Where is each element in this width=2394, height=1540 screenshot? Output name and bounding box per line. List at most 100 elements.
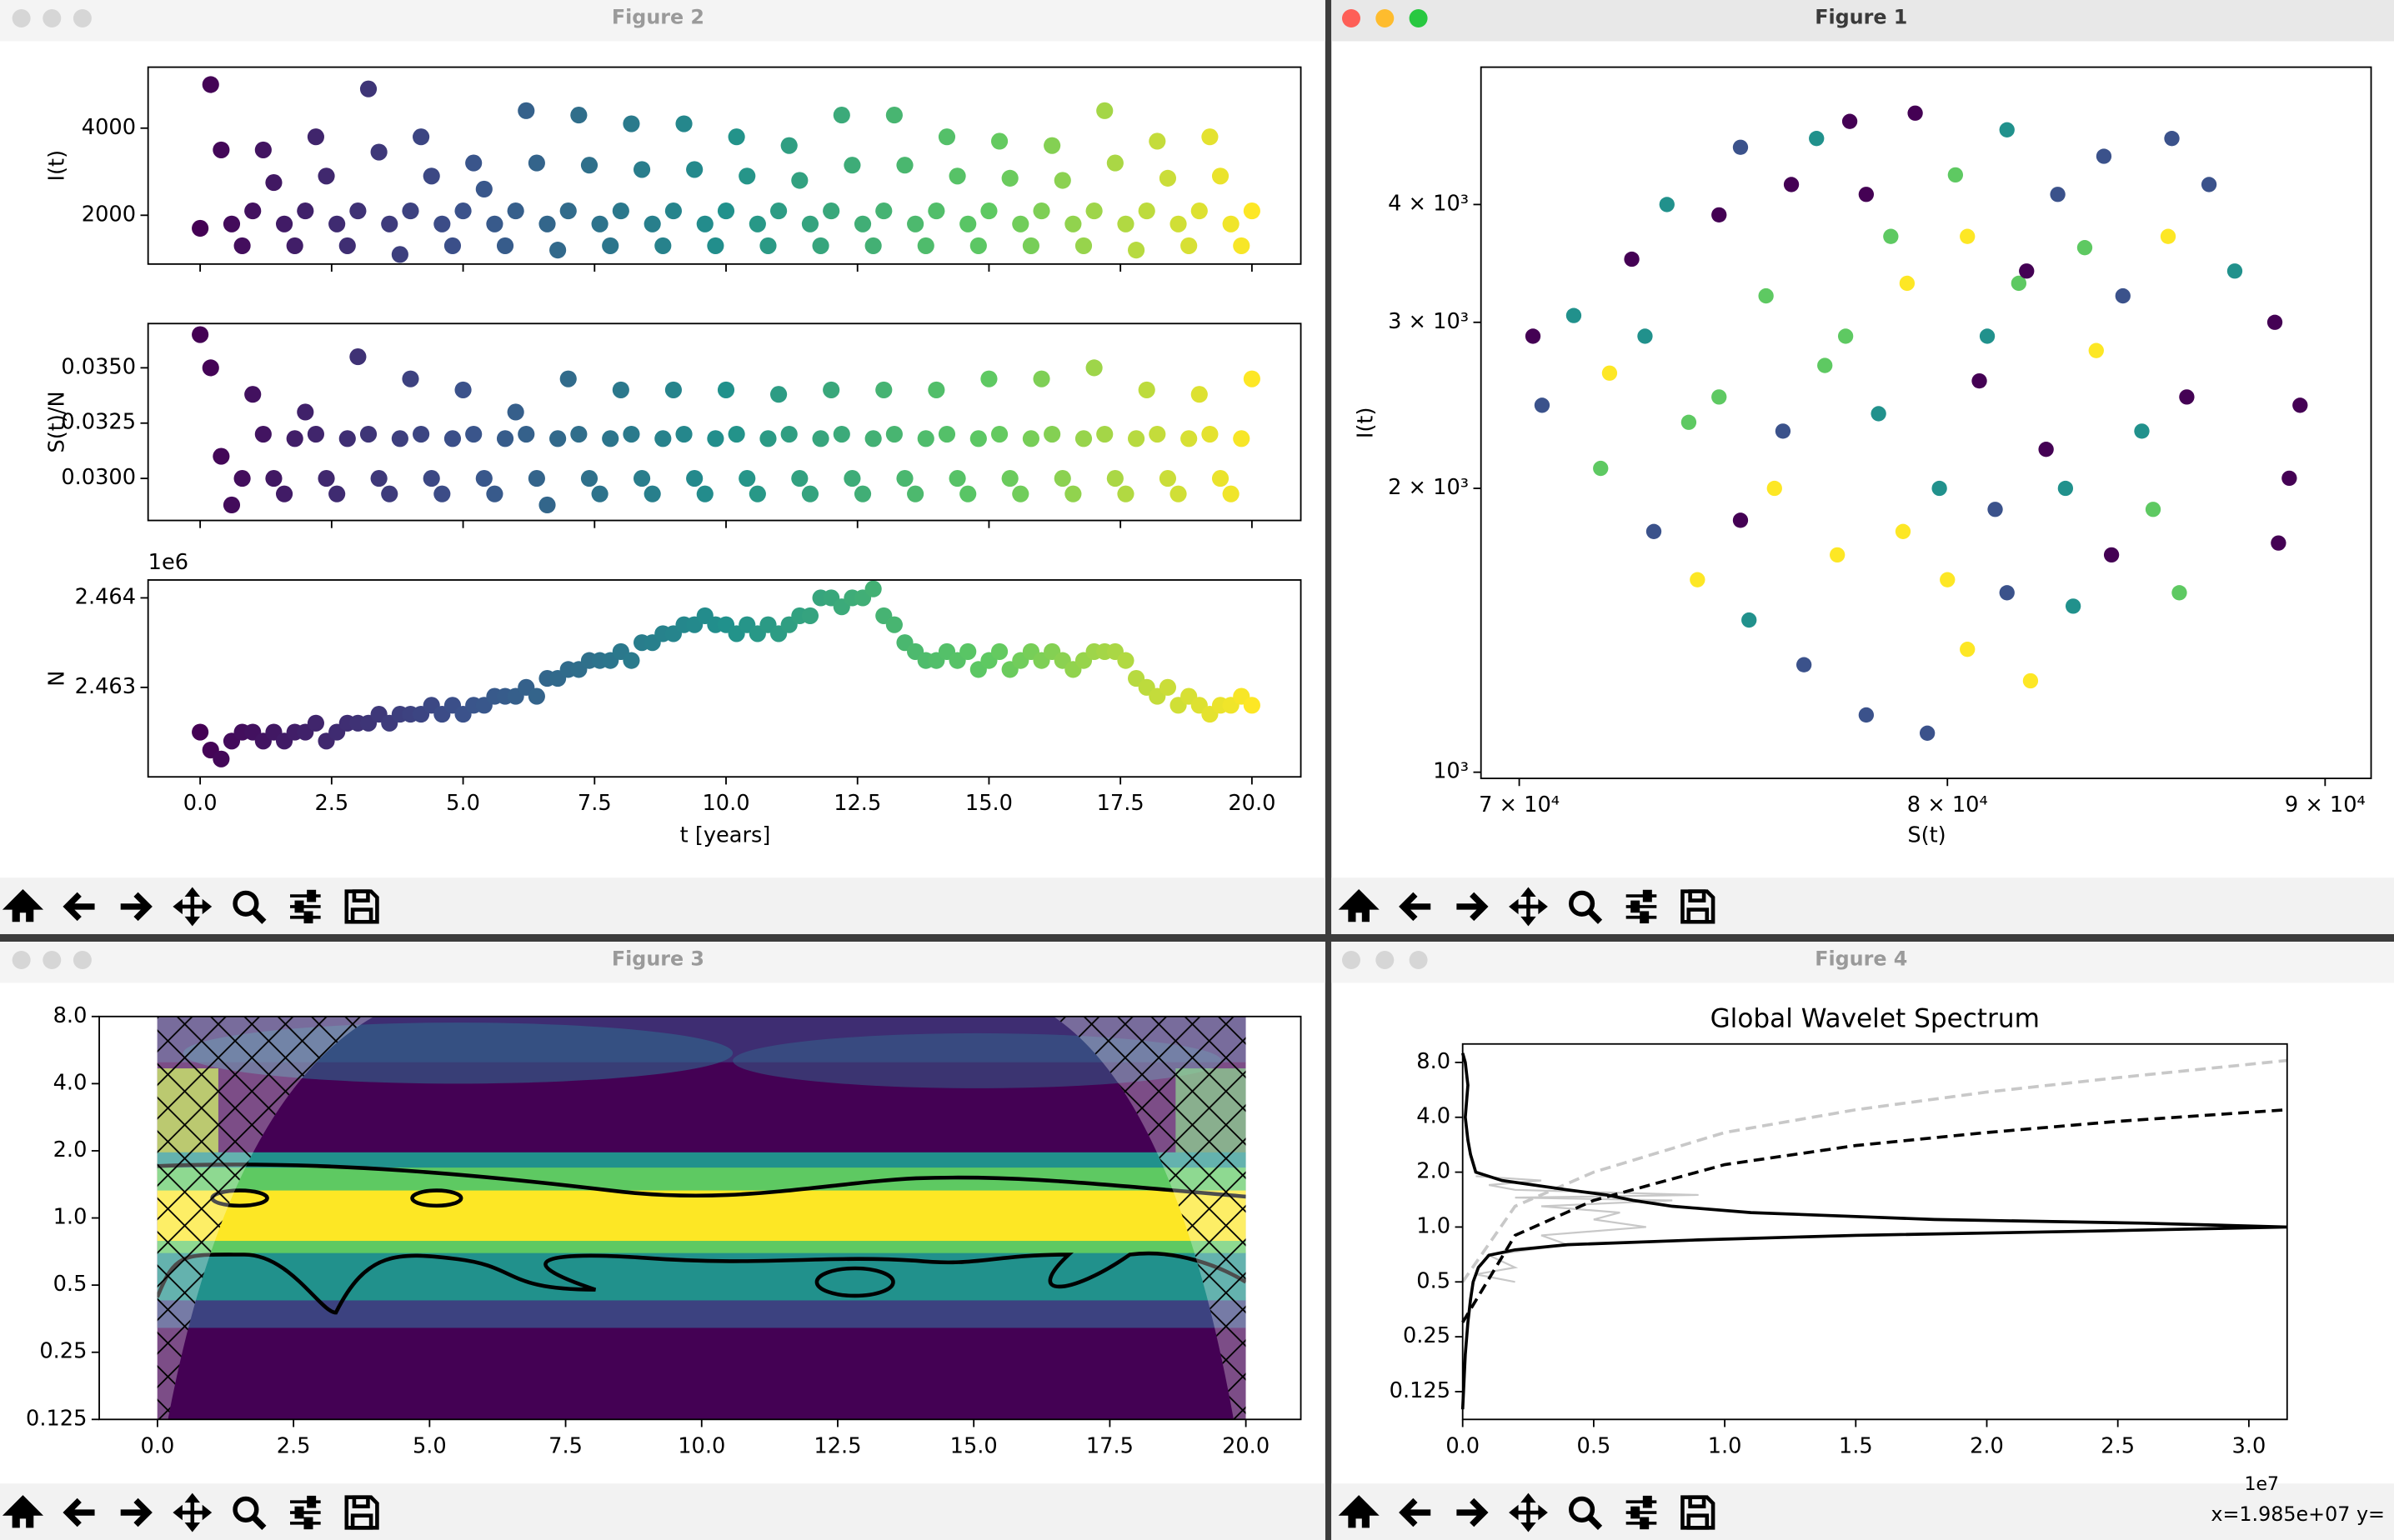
data-point [433, 215, 451, 232]
data-point [2271, 535, 2286, 551]
data-point [707, 237, 724, 254]
minimize-button[interactable] [43, 951, 62, 970]
data-point [1106, 154, 1124, 172]
data-point [990, 425, 1009, 443]
title-bar [0, 0, 1325, 42]
y-tick-label: 4 × 10³ [1388, 191, 1469, 216]
data-point [1159, 169, 1177, 187]
data-point [318, 470, 335, 488]
y-tick-label: 1.0 [53, 1205, 88, 1230]
data-point [1211, 168, 1230, 185]
data-point [1999, 122, 2015, 138]
data-point [1117, 652, 1134, 669]
zoom-button[interactable] [1409, 8, 1428, 28]
data-point [1659, 197, 1675, 212]
x-tick-label: 8 × 10⁴ [1907, 792, 1988, 818]
x-tick-label: 0.0 [1445, 1433, 1480, 1458]
x-tick-label: 2.5 [2101, 1433, 2135, 1458]
data-point [980, 370, 998, 388]
y-tick-label: 0.125 [26, 1406, 87, 1431]
data-point [570, 107, 588, 124]
data-point [1233, 237, 1250, 254]
y-tick-label: 2 × 10³ [1388, 475, 1469, 500]
close-button[interactable] [1342, 951, 1360, 970]
x-tick-label: 2.5 [314, 791, 348, 816]
data-point [1001, 470, 1019, 488]
data-point [2065, 598, 2081, 614]
data-point [1883, 228, 1899, 244]
data-point [233, 470, 251, 488]
close-button[interactable] [1342, 8, 1360, 28]
data-point [496, 237, 514, 254]
minimize-button[interactable] [43, 8, 62, 28]
data-point [1074, 430, 1093, 448]
minimize-button[interactable] [1375, 8, 1395, 28]
data-point [969, 430, 987, 448]
spectrum-line [1461, 1058, 2287, 1283]
data-point [570, 425, 588, 443]
axes-frame [1461, 1042, 2288, 1421]
data-point [2226, 263, 2243, 279]
close-button[interactable] [12, 951, 31, 970]
data-point [359, 425, 378, 443]
x-tick-label: 9 × 10⁴ [2285, 792, 2366, 818]
data-point [1732, 512, 1749, 528]
data-point [391, 430, 408, 448]
data-point [1624, 251, 1640, 268]
data-point [675, 115, 693, 132]
data-point [675, 425, 693, 443]
close-button[interactable] [12, 8, 31, 28]
data-point [223, 496, 241, 514]
data-point [2076, 240, 2093, 256]
x-tick-label: 7 × 10⁴ [1479, 792, 1560, 818]
x-tick-label: 20.0 [1222, 1433, 1270, 1458]
data-point [1159, 678, 1177, 696]
data-point [192, 723, 209, 741]
toolbar [0, 878, 1325, 934]
y-tick-label: 4.0 [53, 1070, 88, 1095]
data-point [244, 202, 262, 220]
data-point [990, 132, 1009, 150]
data-point [1871, 406, 1886, 422]
x-axis-label: S(t) [1907, 823, 1946, 848]
data-point [580, 470, 598, 488]
data-point [812, 237, 829, 254]
zoom-button[interactable] [1409, 951, 1428, 970]
data-point [443, 430, 462, 448]
minimize-button[interactable] [1375, 951, 1395, 970]
data-point [1106, 470, 1124, 488]
y-axis-label: S(t)/N [45, 391, 70, 452]
x-tick-label: 7.5 [548, 1433, 583, 1458]
data-point [454, 202, 472, 220]
data-point [528, 470, 545, 488]
data-point [633, 161, 651, 178]
y-axis-label: I(t) [1353, 408, 1378, 439]
data-point [2281, 470, 2297, 487]
data-point [644, 215, 661, 232]
zoom-button[interactable] [73, 951, 92, 970]
data-point [1593, 460, 1609, 477]
data-point [2022, 672, 2039, 689]
data-point [538, 215, 556, 232]
data-point [2115, 288, 2131, 304]
data-point [801, 607, 819, 625]
data-point [907, 215, 924, 232]
toolbar [0, 1483, 1325, 1540]
data-point [580, 157, 598, 174]
data-point [2019, 263, 2035, 279]
data-point [739, 470, 756, 488]
data-point [1044, 137, 1061, 154]
data-point [265, 174, 283, 192]
data-point [1222, 485, 1240, 502]
data-point [875, 202, 893, 220]
data-point [990, 642, 1009, 660]
data-point [1601, 365, 1618, 381]
data-point [759, 237, 777, 254]
data-point [328, 485, 346, 502]
data-point [1022, 237, 1039, 254]
y-tick-label: 2.463 [75, 674, 136, 699]
data-point [1096, 425, 1114, 443]
data-point [770, 386, 788, 403]
data-point [928, 202, 945, 220]
zoom-button[interactable] [73, 8, 92, 28]
